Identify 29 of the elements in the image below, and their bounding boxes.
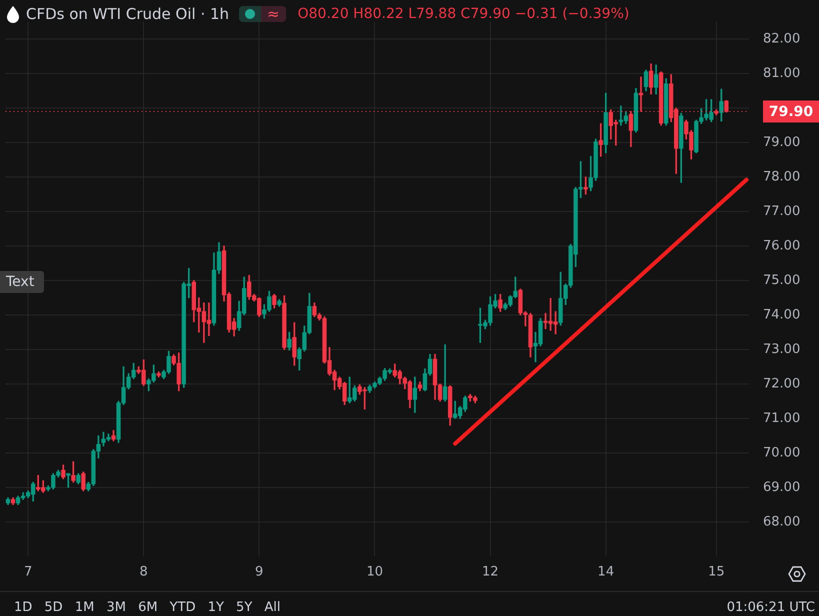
- y-tick-label: 72.00: [763, 376, 800, 392]
- y-tick-label: 74.00: [763, 307, 800, 322]
- chart-subtitle: O80.20 H80.22 L79.88 C79.90 −0.31 (−0.39%): [298, 6, 630, 22]
- x-tick-label: 9: [255, 564, 264, 580]
- text: 01:06:21 UTC: [726, 600, 815, 615]
- y-tick-label: 78.00: [763, 169, 800, 184]
- annotation: ≈: [261, 5, 286, 23]
- candlestick: [442, 344, 448, 402]
- ref-line-label: 79.90: [768, 104, 814, 120]
- x-tick-label: 8: [140, 564, 148, 580]
- y-tick-label: 81.00: [763, 66, 800, 81]
- y-tick-label: 73.00: [763, 342, 800, 357]
- y-tick-label: 71.00: [763, 410, 800, 426]
- y-tick-label: 82.00: [763, 31, 800, 46]
- annotation: Text: [0, 271, 44, 293]
- x-tick-label: 12: [482, 564, 499, 580]
- y-tick-label: 75.00: [763, 272, 800, 288]
- y-tick-label: 70.00: [763, 445, 800, 460]
- x-tick-label: 15: [708, 564, 725, 580]
- x-tick-label: 10: [366, 564, 384, 580]
- y-tick-label: 76.00: [763, 238, 800, 254]
- chart-title: CFDs on WTI Crude Oil · 1h: [26, 5, 230, 23]
- text: 1D 5D 1M 3M 6M YTD 1Y 5Y All: [14, 600, 281, 615]
- x-tick-label: 14: [598, 564, 614, 580]
- y-tick-label: 77.00: [763, 204, 800, 219]
- y-tick-label: 68.00: [763, 514, 800, 530]
- y-tick-label: 69.00: [763, 480, 800, 495]
- y-tick-label: 79.00: [763, 134, 800, 150]
- x-tick-label: 7: [24, 564, 32, 580]
